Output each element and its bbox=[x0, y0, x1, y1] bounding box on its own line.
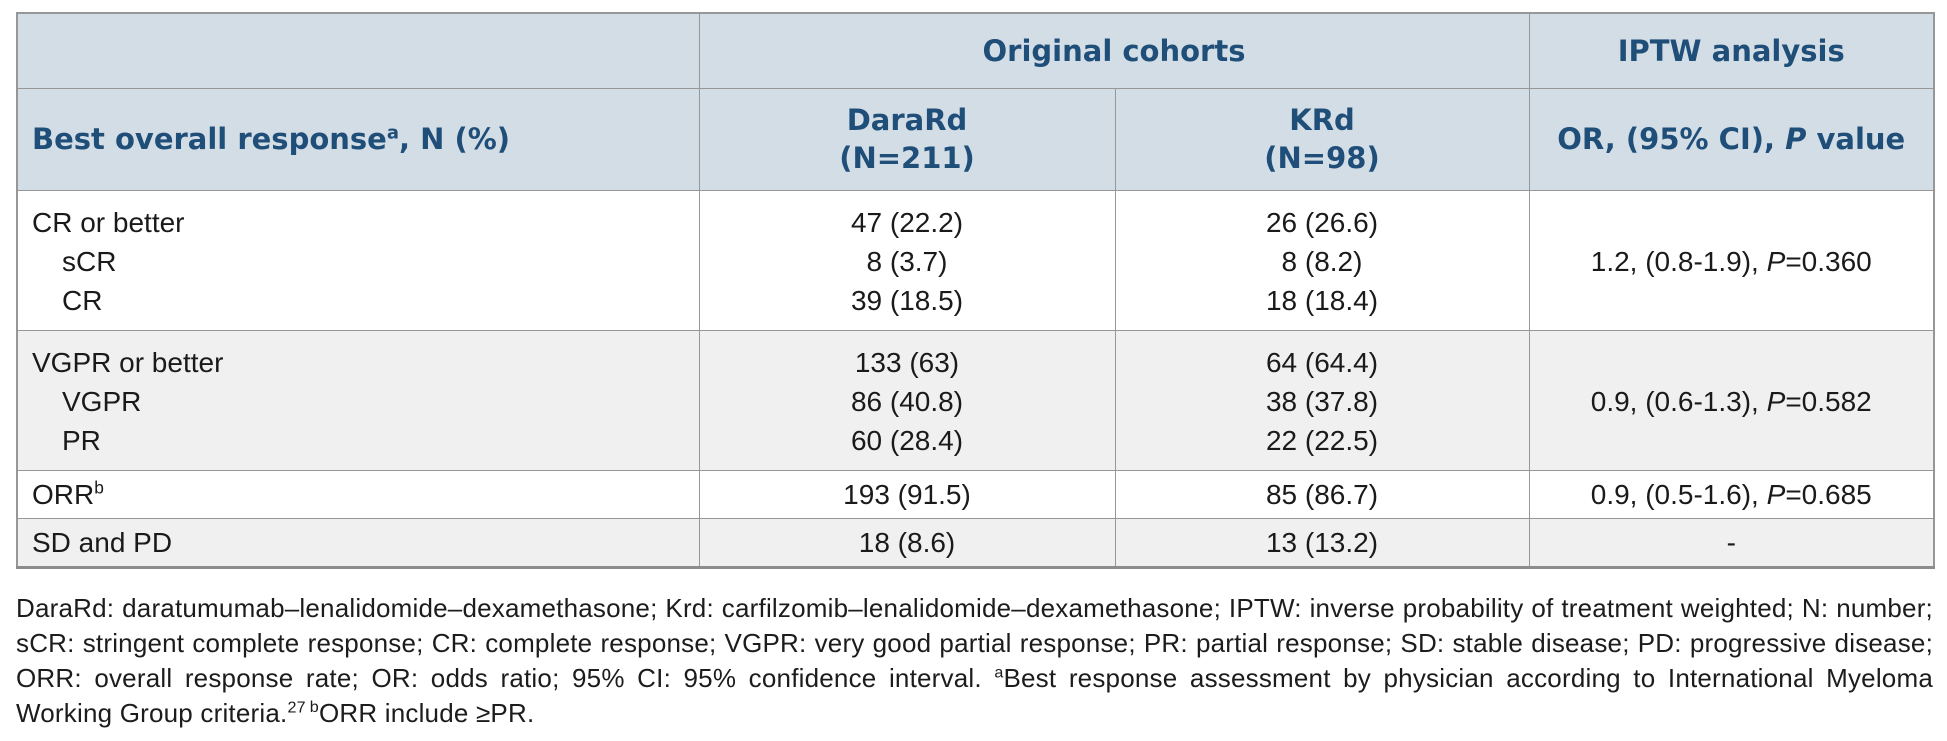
orr-krd-value: 85 (86.7) bbox=[1114, 469, 1530, 519]
or-value-p: P bbox=[1766, 385, 1786, 417]
column-header-or: OR, (95% CI), P value bbox=[1528, 87, 1935, 191]
cr-block-labels: CR or better sCR CR bbox=[16, 189, 700, 331]
footnote-sup-a: a bbox=[994, 662, 1004, 681]
value-cell: 60 (28.4) bbox=[850, 424, 964, 456]
value-cell: 26 (26.6) bbox=[1265, 206, 1379, 238]
sd-pd-krd-value: 13 (13.2) bbox=[1114, 517, 1530, 568]
column-header-row: Best overall responsea, N (%) DaraRd (N=… bbox=[16, 87, 1935, 191]
vgpr-block-krd-values: 64 (64.4) 38 (37.8) 22 (22.5) bbox=[1114, 329, 1530, 471]
column-header-response-suffix: , N (%) bbox=[398, 122, 511, 156]
or-header-prefix: OR, (95% CI), bbox=[1557, 122, 1786, 156]
row-label-cr-or-better: CR or better bbox=[32, 206, 185, 238]
column-header-krd: KRd (N=98) bbox=[1114, 87, 1530, 191]
footnote-note-a: Best response assessment by physician ac… bbox=[16, 662, 1933, 728]
footnote-abbreviations: DaraRd: daratumumab–lenalidomide–dexamet… bbox=[16, 592, 1933, 693]
or-value-p: P bbox=[1766, 478, 1786, 510]
group-header-iptw: IPTW analysis bbox=[1528, 12, 1935, 89]
vgpr-block-darard-values: 133 (63) 86 (40.8) 60 (28.4) bbox=[698, 329, 1116, 471]
or-header-suffix: value bbox=[1806, 122, 1906, 156]
table-footnote: DaraRd: daratumumab–lenalidomide–dexamet… bbox=[16, 591, 1933, 731]
orr-label-cell: ORRb bbox=[16, 469, 700, 519]
footnote-sup-b: b bbox=[309, 697, 319, 716]
or-value-suffix: =0.582 bbox=[1785, 385, 1872, 417]
value-cell: 85 (86.7) bbox=[1265, 478, 1379, 510]
or-value-prefix: 0.9, (0.6-1.3), bbox=[1590, 385, 1767, 417]
footnote-marker-a: a bbox=[386, 122, 399, 144]
column-header-response-text: Best overall response bbox=[32, 122, 387, 156]
footnote-marker-b: b bbox=[94, 477, 104, 498]
column-header-response: Best overall responsea, N (%) bbox=[16, 87, 700, 191]
row-label-scr: sCR bbox=[62, 245, 117, 277]
krd-n: (N=98) bbox=[1264, 141, 1380, 175]
darard-name: DaraRd bbox=[846, 103, 968, 137]
value-cell: 86 (40.8) bbox=[850, 385, 964, 417]
or-value-suffix: =0.360 bbox=[1785, 245, 1872, 277]
sd-pd-label-cell: SD and PD bbox=[16, 517, 700, 568]
vgpr-block-labels: VGPR or better VGPR PR bbox=[16, 329, 700, 471]
row-label-vgpr: VGPR bbox=[62, 385, 142, 417]
value-cell: 39 (18.5) bbox=[850, 284, 964, 316]
footnote-note-b: ORR include ≥PR. bbox=[318, 697, 535, 728]
group-header-original-label: Original cohorts bbox=[982, 33, 1246, 68]
or-value-prefix: 1.2, (0.8-1.9), bbox=[1590, 245, 1767, 277]
or-value-suffix: =0.685 bbox=[1785, 478, 1872, 510]
value-cell: 8 (3.7) bbox=[866, 245, 948, 277]
cr-block-or-value: 1.2, (0.8-1.9), P=0.360 bbox=[1528, 189, 1935, 331]
orr-or-value: 0.9, (0.5-1.6), P=0.685 bbox=[1528, 469, 1935, 519]
cr-block-krd-values: 26 (26.6) 8 (8.2) 18 (18.4) bbox=[1114, 189, 1530, 331]
row-label-sd-pd: SD and PD bbox=[32, 526, 173, 558]
or-header-p: P bbox=[1785, 122, 1807, 156]
krd-name: KRd bbox=[1289, 103, 1355, 137]
row-orr: ORRb 193 (91.5) 85 (86.7) 0.9, (0.5-1.6)… bbox=[16, 469, 1935, 519]
row-label-vgpr-or-better: VGPR or better bbox=[32, 346, 224, 378]
cr-block-darard-values: 47 (22.2) 8 (3.7) 39 (18.5) bbox=[698, 189, 1116, 331]
or-value-dash: - bbox=[1726, 526, 1736, 558]
best-overall-response-table: Original cohorts IPTW analysis Best over… bbox=[16, 12, 1935, 569]
row-label-cr: CR bbox=[62, 284, 103, 316]
darard-n: (N=211) bbox=[839, 141, 975, 175]
group-header-iptw-label: IPTW analysis bbox=[1617, 33, 1845, 68]
value-cell: 18 (8.6) bbox=[858, 526, 956, 558]
value-cell: 18 (18.4) bbox=[1265, 284, 1379, 316]
column-header-darard: DaraRd (N=211) bbox=[698, 87, 1116, 191]
sd-pd-or-value: - bbox=[1528, 517, 1935, 568]
vgpr-block-or-value: 0.9, (0.6-1.3), P=0.582 bbox=[1528, 329, 1935, 471]
row-label-orr: ORR bbox=[32, 478, 95, 510]
orr-darard-value: 193 (91.5) bbox=[698, 469, 1116, 519]
value-cell: 8 (8.2) bbox=[1281, 245, 1363, 277]
sd-pd-darard-value: 18 (8.6) bbox=[698, 517, 1116, 568]
block-vgpr-or-better: VGPR or better VGPR PR 133 (63) 86 (40.8… bbox=[16, 329, 1935, 471]
row-label-pr: PR bbox=[62, 424, 101, 456]
value-cell: 193 (91.5) bbox=[843, 478, 971, 510]
value-cell: 47 (22.2) bbox=[850, 206, 964, 238]
value-cell: 22 (22.5) bbox=[1265, 424, 1379, 456]
block-cr-or-better: CR or better sCR CR 47 (22.2) 8 (3.7) 39… bbox=[16, 189, 1935, 331]
value-cell: 64 (64.4) bbox=[1265, 346, 1379, 378]
group-header-row: Original cohorts IPTW analysis bbox=[16, 12, 1935, 89]
empty-corner-cell bbox=[16, 12, 700, 89]
value-cell: 133 (63) bbox=[854, 346, 960, 378]
row-sd-pd: SD and PD 18 (8.6) 13 (13.2) - bbox=[16, 517, 1935, 568]
or-value-prefix: 0.9, (0.5-1.6), bbox=[1590, 478, 1767, 510]
value-cell: 13 (13.2) bbox=[1265, 526, 1379, 558]
or-value-p: P bbox=[1766, 245, 1786, 277]
group-header-original-cohorts: Original cohorts bbox=[698, 12, 1530, 89]
footnote-reference-27: 27 bbox=[287, 697, 306, 716]
value-cell: 38 (37.8) bbox=[1265, 385, 1379, 417]
